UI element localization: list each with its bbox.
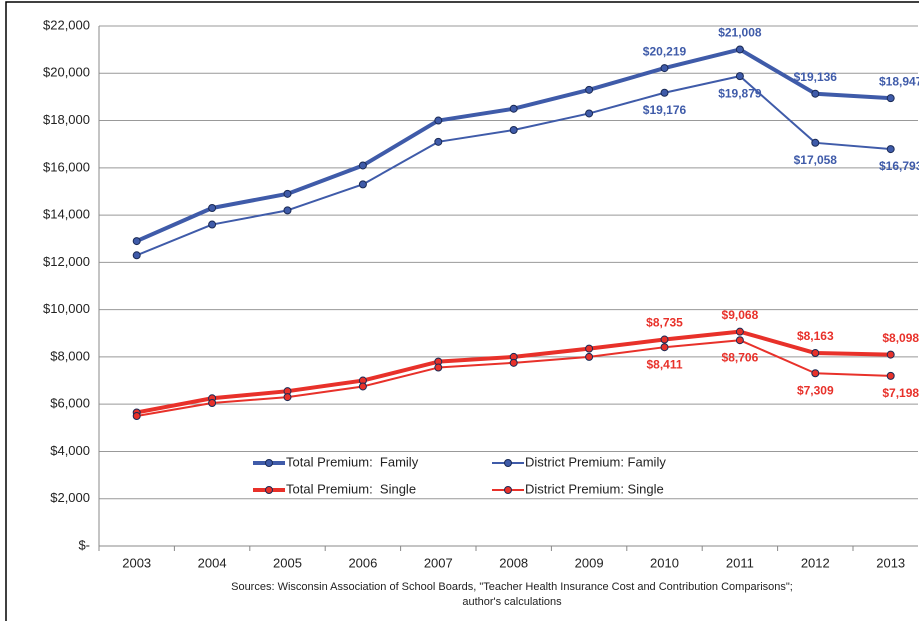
series-line: [136, 75, 891, 257]
x-tick-label: 2008: [499, 555, 528, 570]
point: [132, 412, 141, 420]
point: [434, 137, 443, 146]
x-tick-label: 2013: [876, 555, 905, 570]
point: [208, 399, 217, 407]
x-tick-label: 2012: [801, 555, 830, 570]
x-tick-label: 2009: [575, 555, 604, 570]
point: [208, 204, 217, 212]
point: [509, 104, 518, 113]
y-tick-label: $22,000: [43, 17, 90, 32]
point: [735, 336, 744, 345]
legend-label: District Premium: Family: [525, 454, 666, 469]
source-note: Sources: Wisconsin Association of School…: [231, 581, 793, 593]
x-tick-label: 2004: [198, 555, 227, 570]
value-label: $8,735: [646, 316, 683, 330]
value-label: $9,068: [722, 308, 759, 322]
point: [811, 349, 820, 358]
value-label: $8,098: [882, 331, 919, 345]
value-label: $20,219: [643, 44, 687, 58]
value-label: $7,198: [882, 386, 919, 400]
point: [886, 145, 895, 154]
point: [434, 363, 443, 372]
legend-label: Total Premium: Family: [286, 454, 419, 469]
point: [886, 350, 895, 359]
series-line: [135, 47, 891, 243]
point: [509, 358, 518, 367]
y-tick-label: $20,000: [43, 65, 90, 80]
source-note: author's calculations: [462, 596, 562, 608]
x-tick-label: 2011: [726, 555, 754, 570]
x-tick-label: 2003: [122, 555, 151, 570]
legend-marker: [504, 459, 512, 467]
point: [132, 251, 141, 260]
frame: [5, 1, 919, 621]
y-tick-label: $18,000: [43, 112, 90, 127]
point: [208, 220, 217, 229]
point: [660, 88, 669, 97]
value-label: $17,058: [794, 153, 838, 167]
point: [811, 89, 820, 98]
point: [358, 382, 367, 391]
point: [132, 237, 141, 246]
value-label: $18,947: [879, 74, 919, 88]
x-tick-label: 2007: [424, 555, 453, 570]
point: [660, 343, 669, 352]
point: [585, 109, 594, 118]
point: [283, 206, 292, 215]
value-label: $19,176: [643, 103, 687, 117]
point: [735, 327, 744, 336]
x-tick-label: 2005: [273, 555, 302, 570]
y-tick-label: $14,000: [43, 207, 90, 222]
y-tick-label: $-: [78, 537, 90, 552]
value-label: $19,879: [718, 86, 762, 100]
point: [811, 369, 820, 378]
point: [660, 335, 669, 344]
point: [886, 371, 895, 380]
y-tick-label: $16,000: [43, 159, 90, 174]
y-tick-label: $8,000: [50, 348, 90, 363]
y-tick-label: $6,000: [50, 396, 90, 411]
legend-marker: [265, 459, 273, 467]
point: [585, 85, 594, 94]
value-label: $8,706: [722, 350, 759, 364]
point: [585, 352, 594, 361]
value-label: $8,163: [797, 329, 834, 343]
point: [509, 126, 518, 134]
point: [358, 161, 367, 170]
value-label: $19,136: [794, 70, 838, 84]
x-tick-label: 2010: [650, 555, 679, 570]
point: [735, 72, 744, 81]
legend-label: Total Premium: Single: [286, 481, 416, 496]
point: [660, 64, 669, 73]
value-label: $8,411: [646, 357, 682, 371]
value-label: $7,309: [797, 383, 834, 397]
value-label: $21,008: [718, 26, 762, 40]
value-label: $16,793: [879, 159, 919, 173]
point: [886, 94, 895, 103]
point: [283, 189, 292, 198]
point: [811, 138, 820, 147]
legend-marker: [265, 486, 273, 494]
y-tick-label: $12,000: [43, 254, 90, 269]
point: [585, 344, 594, 353]
y-tick-label: $10,000: [43, 301, 90, 316]
legend-marker: [504, 486, 512, 494]
point: [735, 45, 744, 54]
legend-label: District Premium: Single: [525, 481, 664, 496]
x-tick-label: 2006: [348, 555, 377, 570]
y-tick-label: $2,000: [50, 490, 90, 505]
point: [358, 180, 367, 189]
point: [434, 116, 443, 125]
y-tick-label: $4,000: [50, 443, 90, 458]
point: [283, 393, 292, 402]
